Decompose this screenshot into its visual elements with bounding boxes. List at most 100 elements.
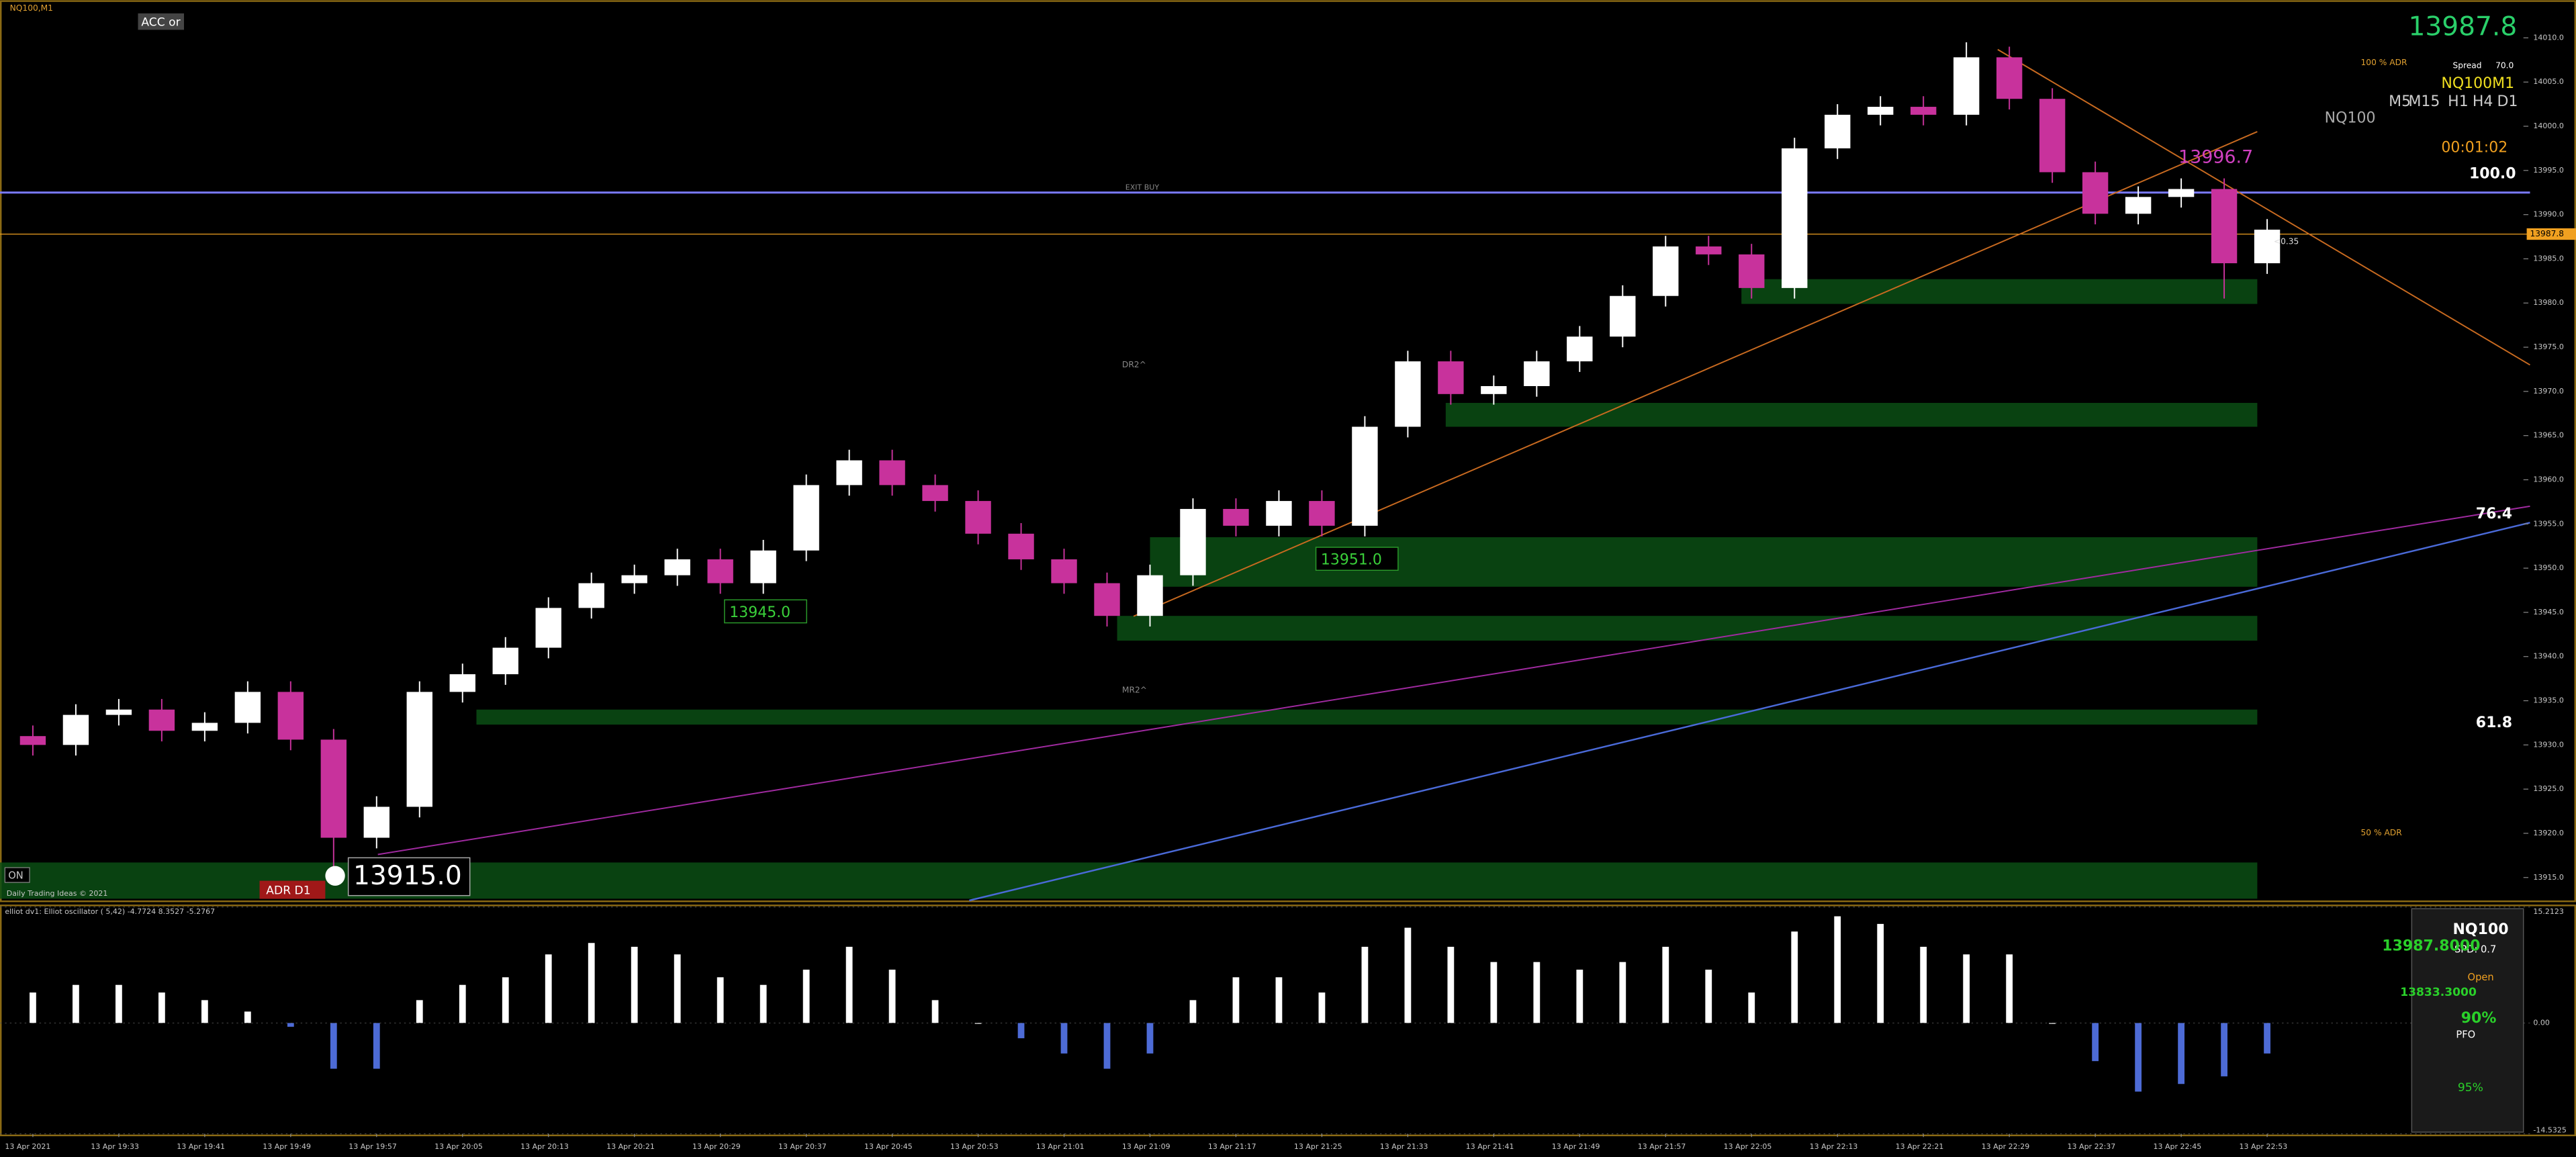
candle-body bbox=[449, 674, 475, 692]
candle-body bbox=[2125, 197, 2152, 214]
candle-body bbox=[965, 501, 991, 534]
candle-body bbox=[19, 736, 46, 745]
candle-body bbox=[621, 575, 647, 584]
fib-label: 76.4 bbox=[2476, 506, 2512, 522]
osc-bar bbox=[2092, 1023, 2099, 1062]
osc-bar bbox=[545, 954, 552, 1023]
osc-bar bbox=[1404, 927, 1412, 1023]
osc-bar bbox=[373, 1023, 380, 1069]
candle-body bbox=[1911, 107, 1937, 115]
candle-body bbox=[1481, 385, 1507, 394]
y-tick-label: 13950.0 bbox=[2533, 563, 2564, 572]
timeframe[interactable]: H4 bbox=[2473, 93, 2493, 110]
candle-body bbox=[1051, 559, 1077, 584]
candle-body bbox=[320, 739, 347, 838]
y-tick-label: 13970.0 bbox=[2533, 387, 2564, 396]
candle-body bbox=[1352, 426, 1378, 526]
x-tick-label: 13 Apr 21:33 bbox=[1380, 1142, 1428, 1151]
candle-body bbox=[664, 559, 690, 575]
osc-bar bbox=[2135, 1023, 2142, 1092]
candle-body bbox=[1782, 148, 1808, 288]
y-tick-label: 13920.0 bbox=[2533, 829, 2564, 837]
osc-bar bbox=[416, 1000, 423, 1023]
osc-bar bbox=[717, 977, 724, 1023]
osc-bar bbox=[2264, 1023, 2270, 1054]
x-tick-label: 13 Apr 20:21 bbox=[606, 1142, 655, 1151]
candle-body bbox=[2082, 172, 2109, 214]
candle-body bbox=[707, 559, 733, 584]
acc-label[interactable]: ACC or bbox=[141, 15, 181, 29]
osc-bar bbox=[1619, 962, 1626, 1023]
candle-body bbox=[793, 485, 819, 551]
trendline bbox=[377, 505, 2530, 855]
y-tick-label: 13965.0 bbox=[2533, 431, 2564, 440]
candle-body bbox=[1137, 575, 1163, 616]
price-label: 13951.0 bbox=[1321, 552, 1382, 569]
pivot-label: DR2^ bbox=[1122, 360, 1146, 369]
osc-bar bbox=[1963, 954, 1970, 1023]
y-tick-label: 13945.0 bbox=[2533, 608, 2564, 616]
exit-label: EXIT BUY bbox=[1125, 183, 1160, 191]
on-label[interactable]: ON bbox=[8, 870, 24, 881]
osc-bar bbox=[845, 946, 853, 1023]
osc-bar bbox=[1017, 1023, 1025, 1039]
timeframe[interactable]: D1 bbox=[2497, 93, 2518, 110]
candle-body bbox=[2168, 189, 2195, 197]
osc-bar bbox=[2006, 954, 2013, 1023]
acc-button[interactable] bbox=[138, 13, 185, 30]
x-tick-label: 13 Apr 21:01 bbox=[1036, 1142, 1085, 1151]
x-tick-label: 13 Apr 21:09 bbox=[1122, 1142, 1170, 1151]
osc-bar bbox=[201, 1000, 208, 1023]
timeframe[interactable]: M5 bbox=[2389, 93, 2411, 110]
osc-bar bbox=[330, 1023, 337, 1069]
candle-body bbox=[1653, 246, 1679, 296]
osc-bar bbox=[674, 954, 681, 1023]
candle-body bbox=[2254, 230, 2281, 264]
osc-bar bbox=[116, 984, 122, 1023]
last-price-label: 13987.8 bbox=[2530, 229, 2565, 238]
chart-title: NQ100,M1 bbox=[10, 3, 53, 13]
osc-bar bbox=[30, 992, 36, 1023]
timeframe[interactable]: H1 bbox=[2448, 93, 2469, 110]
x-tick-label: 13 Apr 20:37 bbox=[778, 1142, 827, 1151]
price-label: 13996.7 bbox=[2178, 147, 2253, 168]
osc-bar bbox=[1361, 946, 1369, 1023]
y-tick-label: 15.2123 bbox=[2533, 907, 2564, 916]
price-label: 13945.0 bbox=[729, 604, 790, 621]
adr-d1: ADR D1 bbox=[266, 884, 310, 897]
on-button[interactable] bbox=[4, 867, 30, 883]
price-box bbox=[347, 857, 471, 896]
y-tick-label: 13990.0 bbox=[2533, 210, 2564, 219]
x-tick-label: 13 Apr 22:13 bbox=[1810, 1142, 1858, 1151]
pips-label: <0.35 bbox=[2274, 236, 2299, 246]
x-tick-label: 13 Apr 2021 bbox=[5, 1142, 50, 1151]
osc-bar bbox=[888, 969, 896, 1023]
candle-body bbox=[1223, 508, 1249, 526]
x-tick-label: 13 Apr 21:57 bbox=[1638, 1142, 1686, 1151]
osc-bar bbox=[631, 946, 638, 1023]
osc-bar bbox=[1834, 916, 1841, 1023]
x-tick-label: 13 Apr 22:29 bbox=[1982, 1142, 2030, 1151]
osc-bar bbox=[502, 977, 509, 1023]
trendline bbox=[969, 522, 2530, 902]
x-tick-label: 13 Apr 21:41 bbox=[1466, 1142, 1514, 1151]
x-tick-label: 13 Apr 19:33 bbox=[91, 1142, 139, 1151]
trendline bbox=[1997, 48, 2530, 366]
candle-body bbox=[1395, 361, 1421, 427]
candle-body bbox=[1825, 114, 1851, 148]
osc-bar bbox=[1189, 1000, 1197, 1023]
y-tick-label: 14010.0 bbox=[2533, 33, 2564, 42]
timeframe[interactable]: M15 bbox=[2408, 93, 2440, 110]
x-tick-label: 13 Apr 21:49 bbox=[1552, 1142, 1600, 1151]
x-tick-label: 13 Apr 21:17 bbox=[1208, 1142, 1256, 1151]
osc-bar bbox=[1748, 992, 1755, 1023]
main-frame bbox=[0, 0, 2576, 903]
fib-label: 100.0 bbox=[2469, 166, 2516, 183]
y-tick-label: 13985.0 bbox=[2533, 254, 2564, 263]
candle-body bbox=[492, 647, 518, 675]
spread-value: 70.0 bbox=[2495, 61, 2514, 71]
x-tick-label: 13 Apr 19:41 bbox=[177, 1142, 225, 1151]
osc-bar bbox=[244, 1011, 251, 1023]
x-tick-label: 13 Apr 22:45 bbox=[2154, 1142, 2202, 1151]
